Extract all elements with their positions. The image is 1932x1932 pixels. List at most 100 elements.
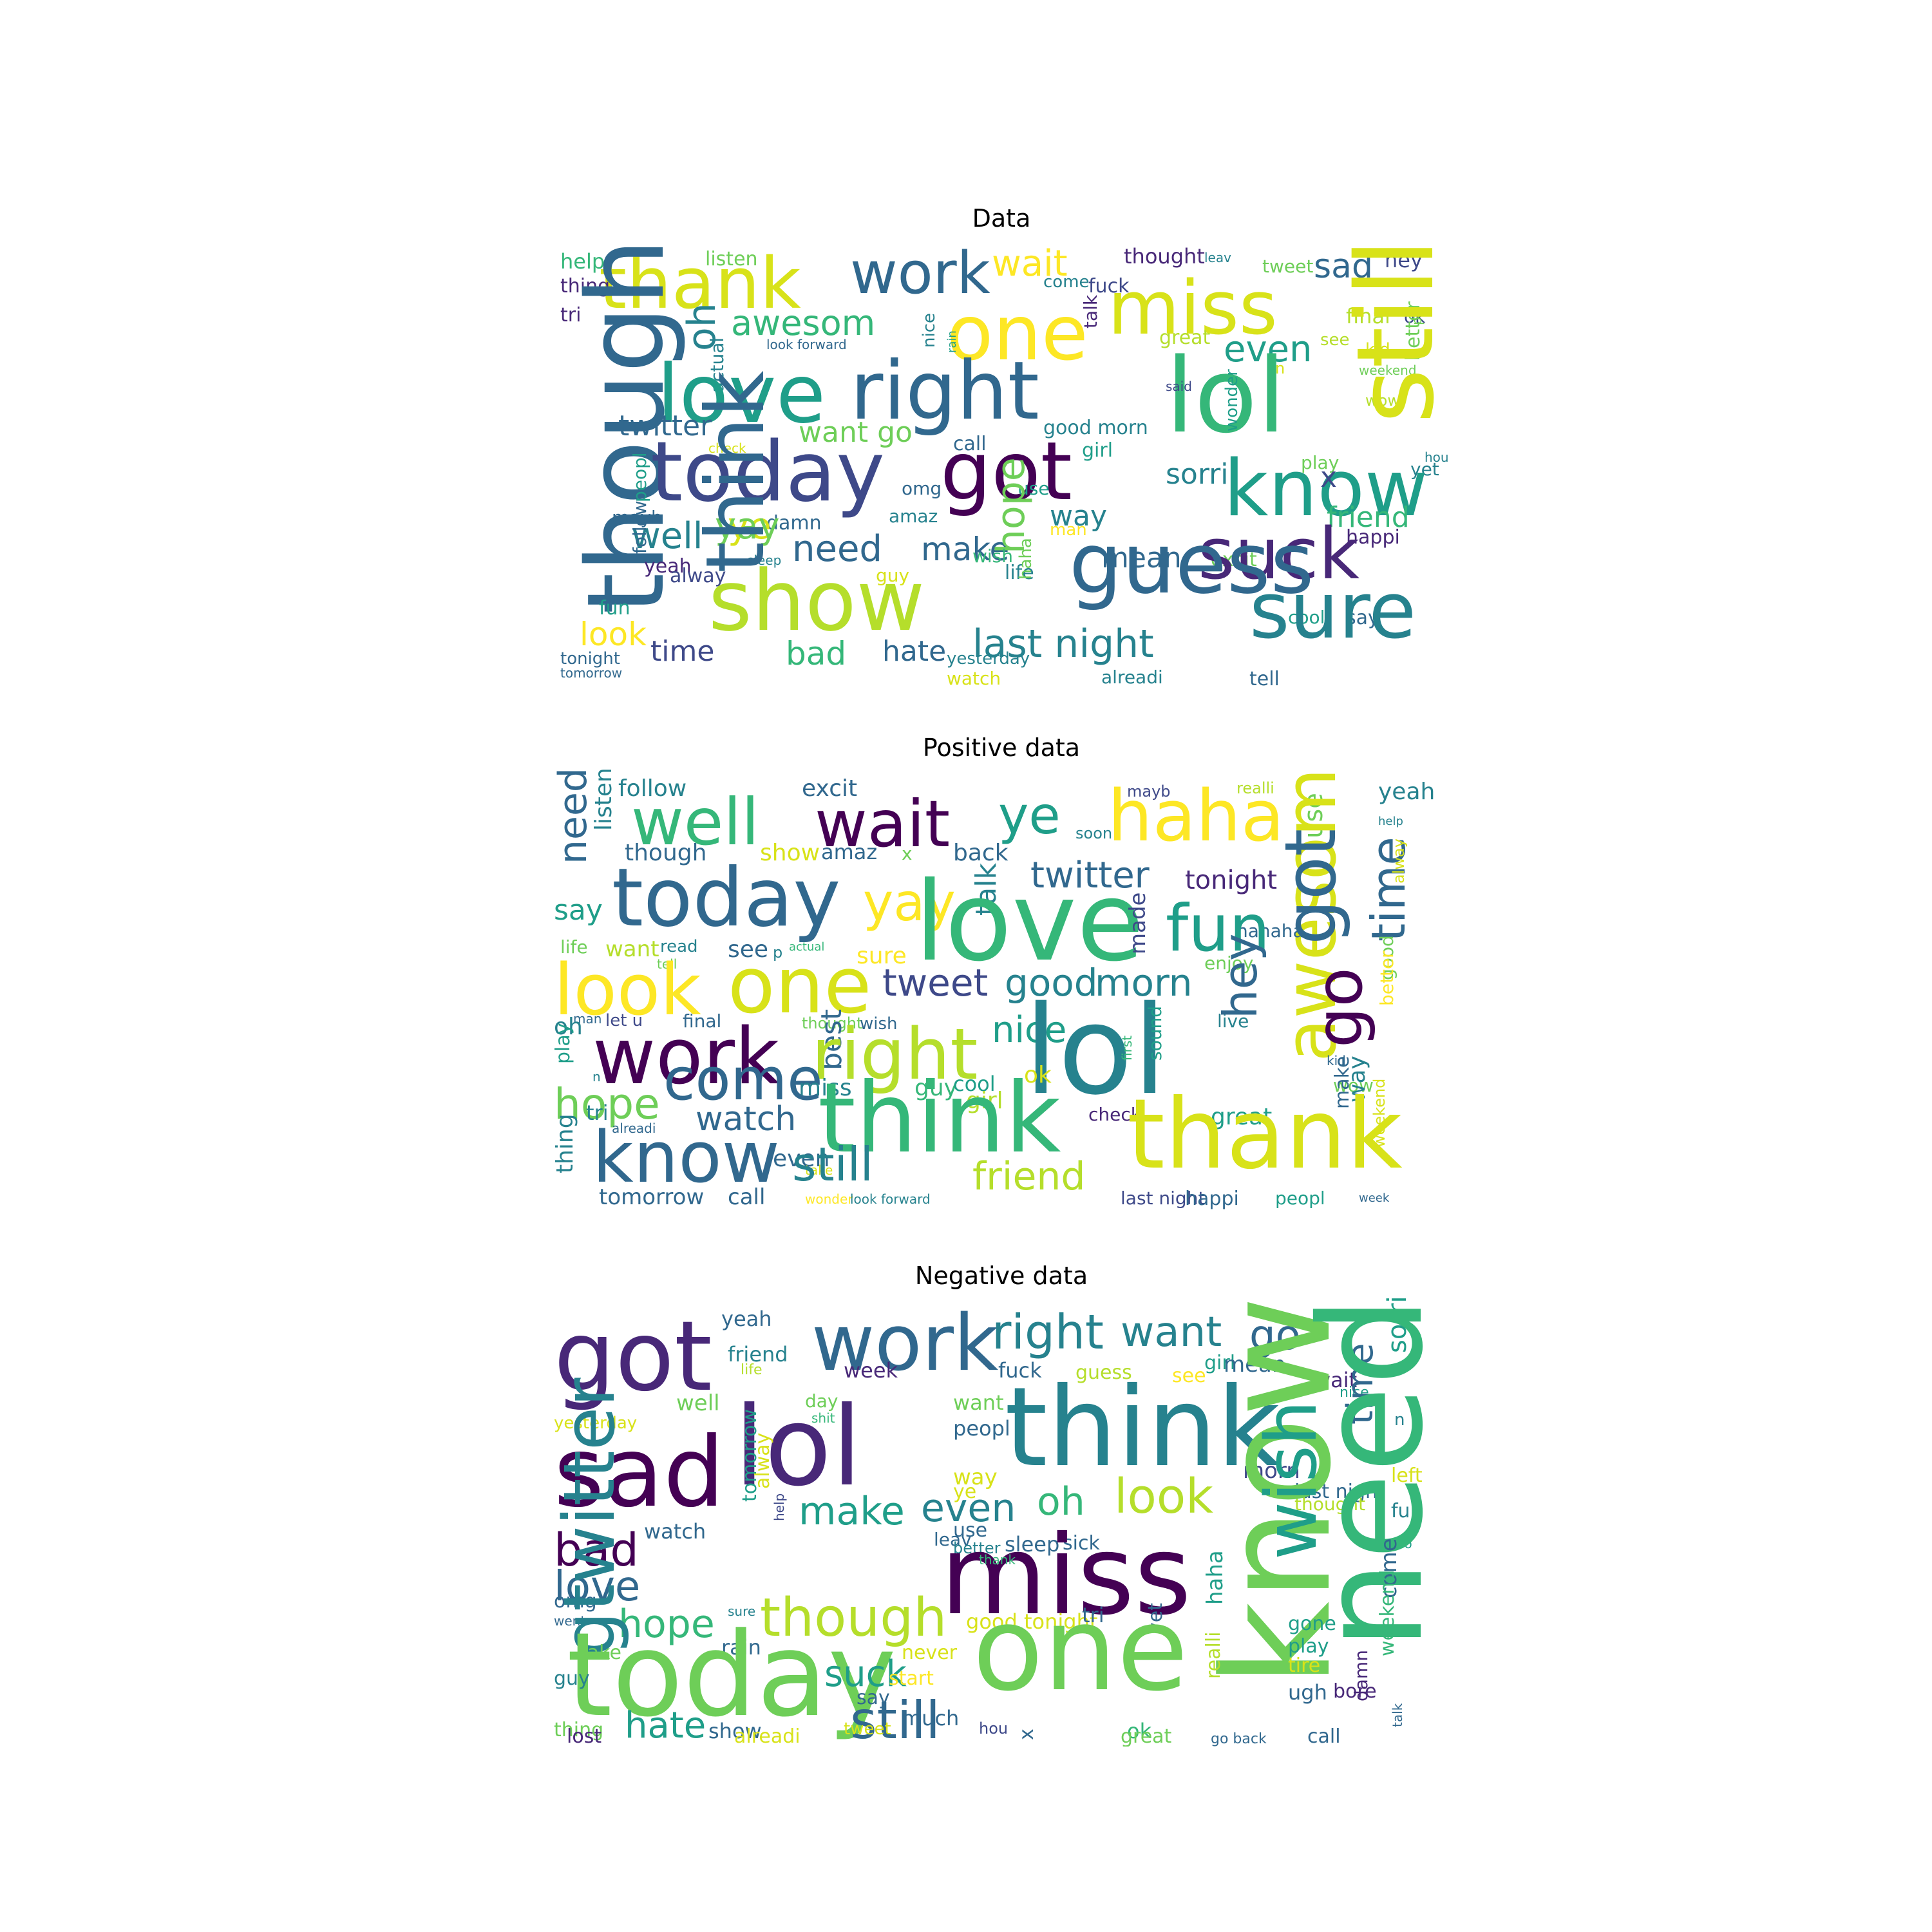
word-yeah: yeah: [721, 1307, 772, 1331]
word-still: still: [850, 1690, 940, 1747]
word-need: need: [1289, 1296, 1449, 1650]
word-want: want: [605, 936, 659, 962]
word-omg: omg: [554, 1590, 597, 1613]
word-better: better: [1376, 951, 1397, 1006]
word-help: help: [772, 1493, 787, 1521]
word-peopl: peopl: [629, 452, 650, 502]
word-thing: thing: [554, 1719, 604, 1741]
word-tonight: tonight: [1185, 866, 1278, 895]
word-suck: suck: [1198, 513, 1360, 595]
word-hope: hope: [618, 1602, 715, 1647]
word-alway: alway: [1390, 838, 1408, 884]
word-mean: mean: [1224, 1352, 1286, 1378]
word-x: x: [902, 843, 913, 864]
word-n: n: [1394, 1410, 1405, 1430]
word-sorri: sorri: [1166, 458, 1229, 491]
word-today: today: [567, 1608, 896, 1743]
word-go-back: go back: [1211, 1731, 1267, 1747]
word-weekend: weekend: [1359, 363, 1417, 378]
word-guess: guess: [1075, 1361, 1132, 1384]
word-fun: fun: [1166, 891, 1270, 966]
word-check: check: [708, 440, 746, 456]
word-alreadi: alreadi: [612, 1121, 656, 1136]
word-wonder: wonder: [805, 1191, 853, 1207]
word-n: n: [1275, 359, 1285, 377]
word-thank: thank: [979, 1552, 1016, 1567]
word-yesterday: yesterday: [947, 649, 1030, 668]
word-love: love: [554, 1563, 641, 1611]
word-work: work: [592, 1012, 780, 1102]
word-need: need: [554, 768, 596, 864]
word-wonder: wonder: [1222, 369, 1242, 431]
word-look-forward: look forward: [766, 337, 847, 352]
word-play: play: [1288, 1635, 1329, 1658]
word-know: know: [592, 1116, 780, 1198]
word-look: look: [580, 616, 647, 653]
word-kid: kid: [1365, 340, 1390, 359]
word-ugh: ugh: [1288, 1680, 1327, 1705]
word-yesterday: yesterday: [554, 1414, 638, 1433]
word-cool: cool: [953, 1072, 996, 1096]
word-morn: morn: [1243, 1458, 1300, 1484]
word-tweet: tweet: [882, 961, 989, 1005]
word-friend: friend: [972, 1154, 1086, 1199]
word-think: think: [818, 1063, 1061, 1175]
word-final: final: [1346, 304, 1390, 328]
word-alway: alway: [670, 565, 726, 587]
word-got: got: [1269, 828, 1352, 945]
word-wish: wish: [972, 545, 1014, 567]
word-realli: realli: [1202, 1631, 1225, 1679]
word-hey: hey: [1385, 248, 1423, 272]
word-show: show: [708, 552, 925, 650]
word-great: great: [1211, 1104, 1273, 1130]
word-ok: ok: [1127, 1719, 1152, 1743]
word-fuck: fuck: [998, 1358, 1042, 1383]
word-come: come: [1043, 272, 1090, 292]
word-day: day: [805, 1390, 838, 1412]
word-went: went: [554, 1613, 586, 1629]
word-right: right: [992, 1305, 1104, 1360]
word-yay: yay: [863, 873, 956, 933]
word-better: better: [953, 1539, 1001, 1557]
word-even: even: [773, 1146, 830, 1172]
word-miss: miss: [940, 1512, 1191, 1640]
word-want-go: want go: [799, 416, 913, 449]
word-leav: leav: [934, 1529, 972, 1550]
word-sad: sad: [554, 1417, 725, 1529]
word-fun: fun: [599, 597, 630, 620]
word-play: play: [1301, 452, 1340, 473]
word-shit: shit: [811, 1410, 835, 1426]
word-never: never: [902, 1642, 958, 1664]
word-haha: haha: [1016, 538, 1036, 580]
word-twitter: twitter: [618, 410, 712, 442]
word-tonight: tonight: [560, 649, 620, 668]
word-morn: morn: [1095, 961, 1193, 1005]
word-peopl: peopl: [1275, 1188, 1325, 1209]
word-think: think: [1005, 1364, 1280, 1492]
word-excit: excit: [1211, 549, 1257, 571]
word-even: even: [1224, 328, 1312, 370]
word-well: well: [631, 784, 759, 860]
word-damn: damn: [766, 512, 822, 535]
word-haha: haha: [1108, 775, 1285, 857]
word-hate: hate: [882, 635, 947, 668]
word-final: final: [683, 1010, 722, 1032]
word-suck: suck: [824, 1653, 907, 1695]
word-girl: girl: [1204, 1352, 1236, 1374]
word-one: one: [728, 942, 872, 1031]
word-still: still: [1334, 238, 1449, 424]
word-tweet: tweet: [1262, 256, 1314, 277]
word-tire: tire: [1288, 1654, 1321, 1677]
word-sleep: sleep: [1005, 1532, 1060, 1557]
word-awesom: awesom: [731, 303, 876, 343]
word-miss: miss: [799, 1075, 852, 1101]
word-help: help: [560, 249, 605, 274]
word-wow: wow: [1333, 1075, 1374, 1096]
word-said: said: [1166, 379, 1192, 394]
word-thought: thought: [802, 1014, 863, 1032]
word-see: see: [728, 936, 769, 963]
word-time: time: [650, 635, 715, 668]
word-say: say: [857, 1687, 890, 1709]
word-know: know: [1224, 444, 1428, 534]
word-follow: follow: [629, 500, 650, 554]
